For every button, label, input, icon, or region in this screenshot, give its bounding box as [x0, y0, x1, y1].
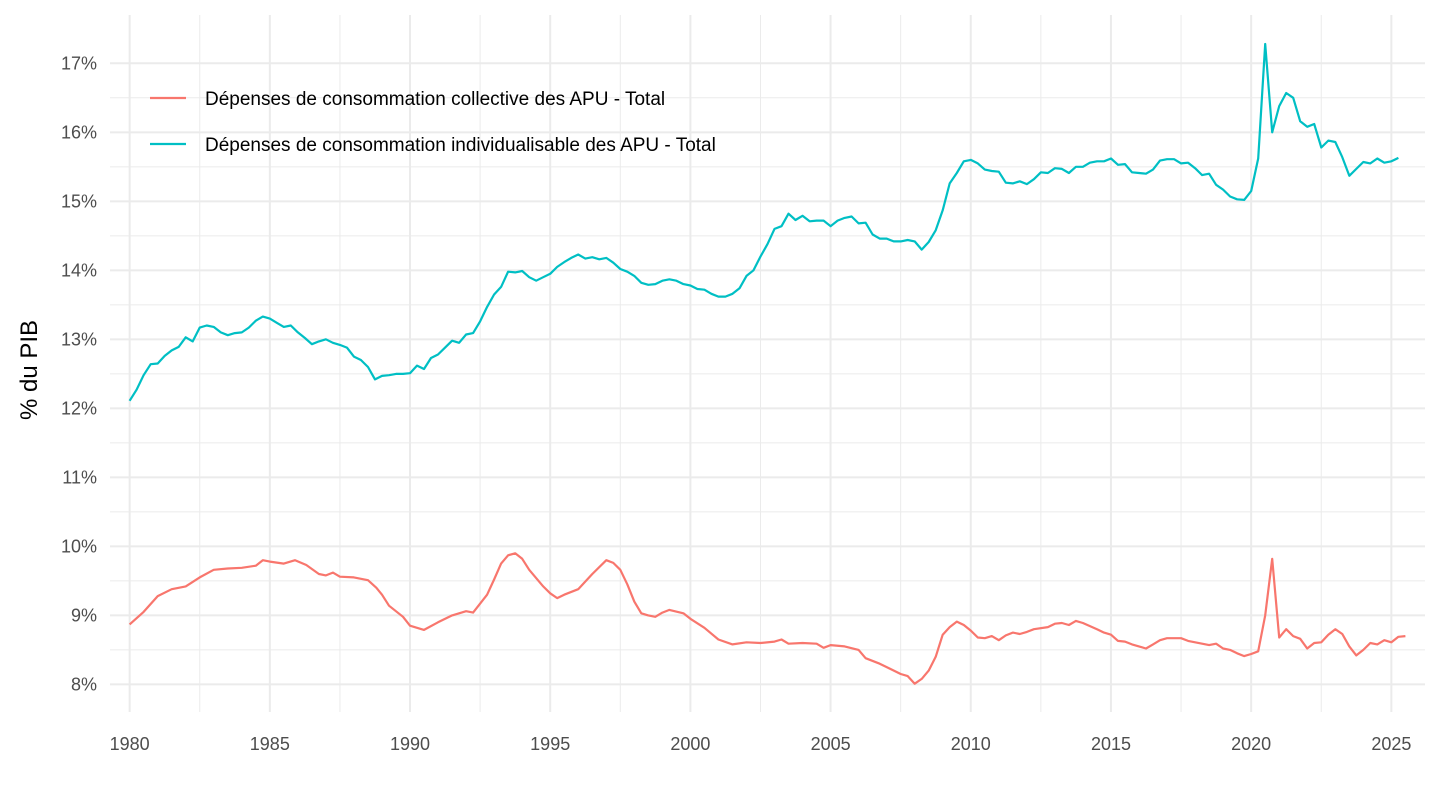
y-axis-label: % du PIB: [16, 320, 43, 420]
x-tick-label: 2005: [811, 734, 851, 754]
y-tick-label: 12%: [61, 398, 97, 418]
axis-ticks: 1980 1985 1990 1995 2000 2005 2010 2015 2020 2025…: [61, 53, 1411, 754]
series-collective-line: [128, 552, 1406, 685]
x-tick-label: 2015: [1091, 734, 1131, 754]
x-tick-label: 1985: [250, 734, 290, 754]
y-tick-label: 10%: [61, 536, 97, 556]
y-tick-label: 9%: [71, 605, 97, 625]
y-tick-label: 14%: [61, 260, 97, 280]
legend-label-collective: Dépenses de consommation collective des …: [205, 89, 665, 110]
y-tick-label: 13%: [61, 329, 97, 349]
series-lines: [128, 42, 1406, 685]
y-tick-label: 16%: [61, 122, 97, 142]
series-individualisable-line: [128, 42, 1399, 402]
legend: Dépenses de consommation collective des …: [150, 89, 716, 156]
x-tick-label: 2020: [1231, 734, 1271, 754]
x-tick-label: 2010: [951, 734, 991, 754]
y-tick-label: 15%: [61, 191, 97, 211]
y-tick-label: 17%: [61, 53, 97, 73]
legend-label-individualisable: Dépenses de consommation individualisabl…: [205, 135, 716, 156]
x-tick-label: 1990: [390, 734, 430, 754]
x-tick-label: 2025: [1371, 734, 1411, 754]
x-tick-label: 1980: [110, 734, 150, 754]
grid-lines: [110, 15, 1425, 712]
y-tick-label: 8%: [71, 674, 97, 694]
x-tick-label: 1995: [530, 734, 570, 754]
x-tick-label: 2000: [670, 734, 710, 754]
y-tick-label: 11%: [62, 467, 97, 487]
